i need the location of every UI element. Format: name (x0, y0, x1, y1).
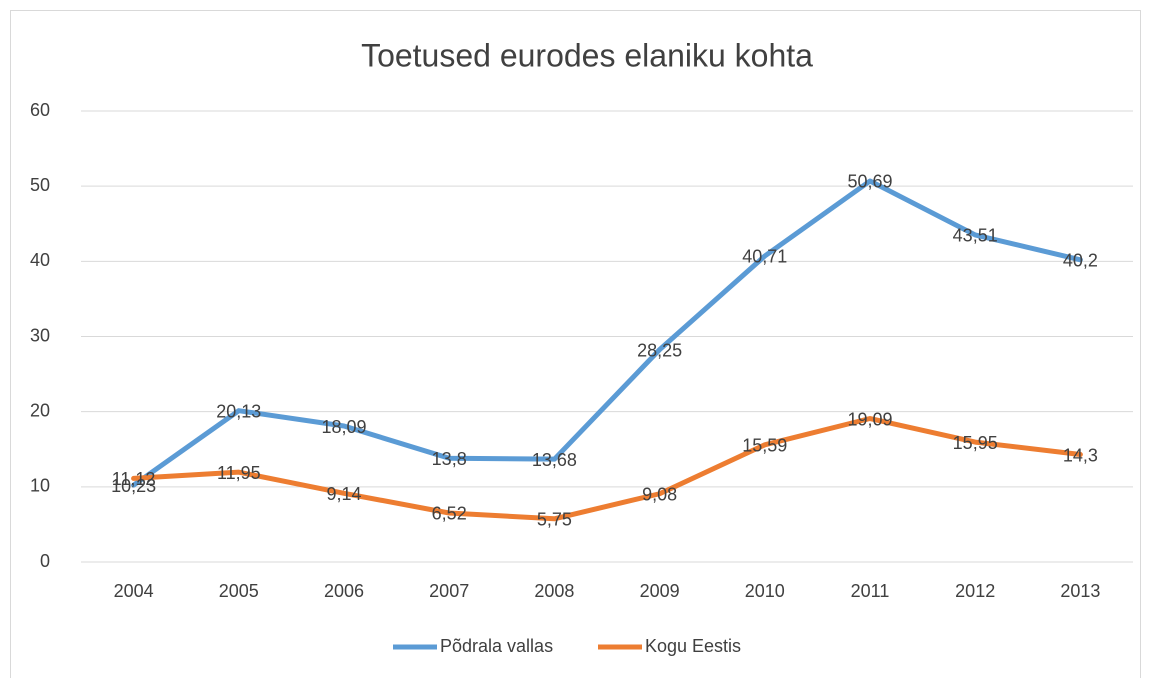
x-tick-label: 2006 (324, 581, 364, 601)
chart-title: Toetused eurodes elaniku kohta (361, 37, 813, 73)
x-tick-label: 2011 (851, 581, 890, 601)
x-tick-label: 2012 (955, 581, 995, 601)
series-line (131, 416, 1083, 522)
data-label: 14,3 (1063, 445, 1098, 465)
data-label: 11,12 (112, 469, 156, 489)
x-tick-label: 2007 (429, 581, 469, 601)
y-tick-label: 50 (30, 175, 50, 195)
data-label: 5,75 (537, 510, 572, 530)
series-line (131, 178, 1083, 488)
x-tick-label: 2008 (534, 581, 574, 601)
data-label: 40,2 (1063, 251, 1098, 271)
legend-label: Põdrala vallas (440, 636, 553, 656)
y-tick-label: 20 (30, 400, 50, 420)
data-label: 19,09 (847, 409, 892, 429)
data-label: 15,59 (742, 436, 787, 456)
data-label: 6,52 (432, 504, 467, 524)
data-label: 13,68 (532, 450, 577, 470)
x-tick-label: 2009 (640, 581, 680, 601)
data-label: 9,08 (642, 484, 677, 504)
x-tick-label: 2004 (114, 581, 154, 601)
data-label: 15,95 (953, 433, 998, 453)
data-label: 10,23 (111, 476, 156, 496)
data-label: 9,14 (326, 484, 361, 504)
x-tick-label: 2005 (219, 581, 259, 601)
data-label: 50,69 (847, 172, 892, 192)
y-tick-label: 10 (30, 476, 50, 496)
data-label: 28,25 (637, 340, 682, 360)
data-label: 20,13 (216, 401, 261, 421)
data-label: 18,09 (321, 417, 366, 437)
y-tick-label: 60 (30, 100, 50, 120)
x-tick-label: 2010 (745, 581, 785, 601)
y-tick-label: 30 (30, 325, 50, 345)
legend-label: Kogu Eestis (645, 636, 741, 656)
data-label: 13,8 (432, 449, 467, 469)
y-tick-label: 40 (30, 250, 50, 270)
x-tick-label: 2013 (1060, 581, 1100, 601)
data-label: 11,95 (217, 463, 261, 483)
data-label: 40,71 (742, 247, 787, 267)
y-tick-label: 0 (40, 551, 50, 571)
chart-border (10, 10, 1141, 678)
data-label: 43,51 (953, 226, 998, 246)
